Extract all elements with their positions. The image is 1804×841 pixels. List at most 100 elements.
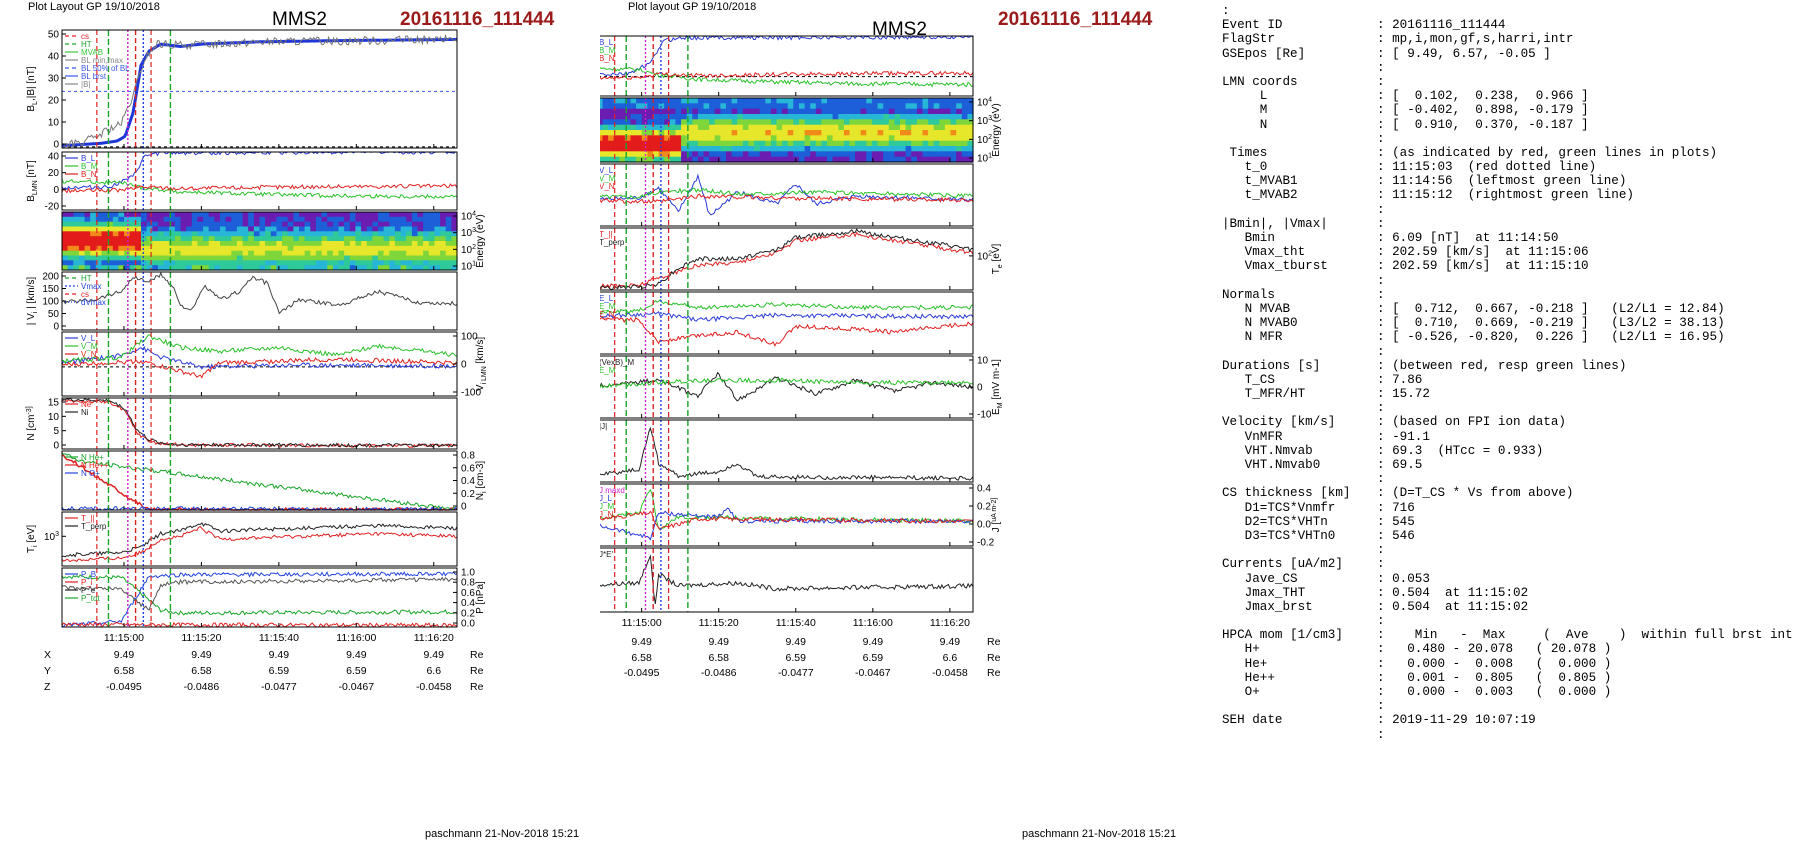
spectrogram-cell [73,241,80,247]
spectrogram-cell [287,241,294,247]
spectrogram-cell [84,212,91,218]
spectrogram-cell [770,98,778,104]
spectrogram-cell [197,212,204,218]
spectrogram-cell [248,212,255,218]
spectrogram-cell [270,221,277,228]
position-value: -0.0477 [778,667,814,679]
spectrogram-cell [776,156,783,163]
spectrogram-cell [933,114,940,120]
spectrogram-cell [220,226,227,232]
spectrogram-cell [101,260,108,266]
spectrogram-cell [73,216,80,223]
spectrogram-cell [681,140,688,147]
spectrogram-cell [793,140,800,147]
spectrogram-cell [894,151,901,158]
panel-J: 0.50.40.30.20.1|J| [uA m-2]|J| [600,419,974,483]
spectrogram-cell [754,98,761,104]
summary-value: : 202.59 [km/s] at 11:15:10 [1377,259,1589,274]
spectrogram-cell [197,226,204,232]
summary-row: T_CS: 7.86 [1222,373,1800,387]
spectrogram-cell [78,212,86,218]
spectrogram-cell [967,98,974,104]
spectrogram-cell [236,236,244,242]
spectrogram-cell [950,108,957,115]
spectrogram-cell [827,151,834,158]
spectrogram-cell [242,241,249,247]
spectrogram-cell [933,135,940,142]
spectrogram-cell [849,146,856,152]
spectrogram-cell [832,140,839,147]
spectrogram-cell [793,151,800,158]
spectrogram-cell [804,156,811,163]
spectrogram-cell [259,216,266,223]
legend-label: HT [81,40,92,49]
spectrogram-cell [180,226,187,232]
spectrogram-cell [675,151,682,158]
spectrogram-cell [681,119,688,126]
y-axis-label: EM [mV m-1] [991,359,1004,415]
y-axis-label: Vi LMN [km/s] [475,337,488,392]
spectrogram-cell [242,221,249,228]
y-tick-label: 1.0 [461,568,475,579]
series-line-BN [600,70,974,81]
spectrogram-cell [434,221,441,228]
series-line-VM [600,187,973,200]
summary-key: FlagStr [1222,32,1275,47]
spectrogram-cell [664,156,671,163]
spectrogram-cell [344,255,351,261]
spectrogram-cell [602,140,609,147]
legend-label: E_M [600,302,616,311]
x-tick-label: 11:15:40 [259,632,299,644]
spectrogram-cell [434,245,441,252]
position-unit: Re [470,665,484,677]
spectrogram-cell [321,221,328,228]
spectrogram-cell [203,231,210,237]
panel-frame [600,97,974,163]
spectrogram-cell [883,135,890,142]
y-tick-label: 0.6 [461,463,475,474]
spectrogram-cell [787,130,794,136]
spectrogram-cell [73,221,80,228]
spectrogram-cell [827,124,834,131]
spectrogram-cell [748,146,755,152]
spectrogram-cell [344,245,351,252]
spectrogram-cell [916,135,924,142]
spectrogram-cell [208,231,215,237]
spectrogram-cell [815,130,822,136]
spectrogram-cell [107,255,114,261]
position-value: 6.58 [114,665,135,677]
spectrogram-cell [681,98,688,104]
spectrogram-cell [855,98,862,104]
spectrogram-cell [759,98,766,104]
spectrogram-cell [647,151,654,158]
spectrogram-cell [338,221,345,228]
spectrogram-cell [658,103,665,110]
spectrogram-cell [163,250,170,257]
spectrogram-cell [944,124,952,131]
spectrogram-cell [922,108,929,115]
spectrogram-cell [141,255,148,261]
spectrogram-cell [928,151,935,158]
summary-row: : [1222,728,1800,742]
spectrogram-cell [630,135,637,142]
position-value: 9.49 [940,636,961,648]
spectrogram-cell [186,260,193,266]
spectrogram-cell [361,221,368,228]
summary-row: Jave_CS: 0.053 [1222,572,1800,586]
spectrogram-cell [658,98,665,104]
spectrogram-cell [152,265,159,271]
spectrogram-cell [944,108,952,115]
spectrogram-cell [731,108,738,115]
panel-frame [61,567,458,628]
spectrogram-cell [428,250,435,257]
legend-label: BL 50% of BL [81,64,130,73]
spectrogram-cell [265,236,272,242]
spectrogram-cell [349,221,356,228]
spectrogram-cell [720,119,727,126]
spectrogram-cell [276,236,283,242]
spectrogram-cell [191,241,198,247]
spectrogram-cell [141,241,148,247]
spectrogram-cell [821,151,828,158]
spectrogram-cell [860,140,867,147]
spectrogram-cell [905,98,912,104]
